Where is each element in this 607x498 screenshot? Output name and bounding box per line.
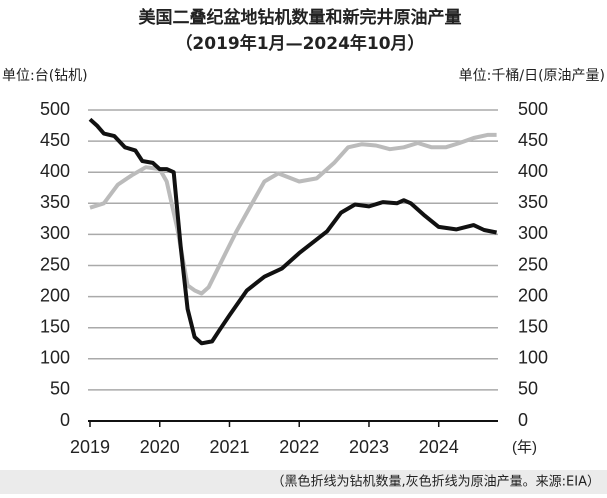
y2-tick-label: 450: [518, 130, 548, 150]
y2-tick-label: 150: [518, 316, 548, 336]
series-line: [88, 117, 497, 346]
y-tick-label: 400: [40, 161, 70, 181]
y2-tick-label: 250: [518, 254, 548, 274]
y2-tick-label: 500: [518, 99, 548, 119]
series-line: [89, 132, 497, 296]
y-tick-label: 350: [40, 192, 70, 212]
y-tick-label: 300: [40, 223, 70, 243]
y-axis-label: 单位:台(钻机): [2, 68, 88, 84]
y-tick-label: 500: [40, 99, 70, 119]
y-tick-label: 50: [50, 379, 70, 399]
y2-axis-label: 单位:千桶/日(原油产量): [459, 68, 605, 84]
y2-tick-label: 200: [518, 285, 548, 305]
y2-tick-label: 100: [518, 348, 548, 368]
x-tick-label: 2023: [349, 437, 389, 457]
y2-tick-label: 50: [518, 379, 538, 399]
note: （黑色折线为钻机数量,灰色折线为原油产量。来源:EIA）: [272, 474, 600, 490]
x-tick-label: 2024: [419, 437, 459, 457]
y2-tick-label: 350: [518, 192, 548, 212]
x-tick-label: 2020: [140, 437, 180, 457]
y2-tick-label: 300: [518, 223, 548, 243]
y-tick-label: 250: [40, 254, 70, 274]
y-tick-label: 150: [40, 316, 70, 336]
chart-title: 美国二叠纪盆地钻机数量和新完井原油产量: [139, 7, 462, 28]
x-tick-label: 2022: [279, 437, 319, 457]
y-tick-label: 100: [40, 348, 70, 368]
note-band: [0, 470, 607, 494]
y-tick-label: 200: [40, 285, 70, 305]
y2-tick-label: 0: [518, 410, 528, 430]
x-tick-label: 2019: [70, 437, 110, 457]
y2-tick-label: 400: [518, 161, 548, 181]
x-tick-label: 2021: [209, 437, 249, 457]
y-tick-label: 0: [60, 410, 70, 430]
y-tick-label: 450: [40, 130, 70, 150]
chart-subtitle: （2019年1月—2024年10月）: [175, 33, 424, 54]
x-axis-label: (年): [512, 439, 537, 456]
